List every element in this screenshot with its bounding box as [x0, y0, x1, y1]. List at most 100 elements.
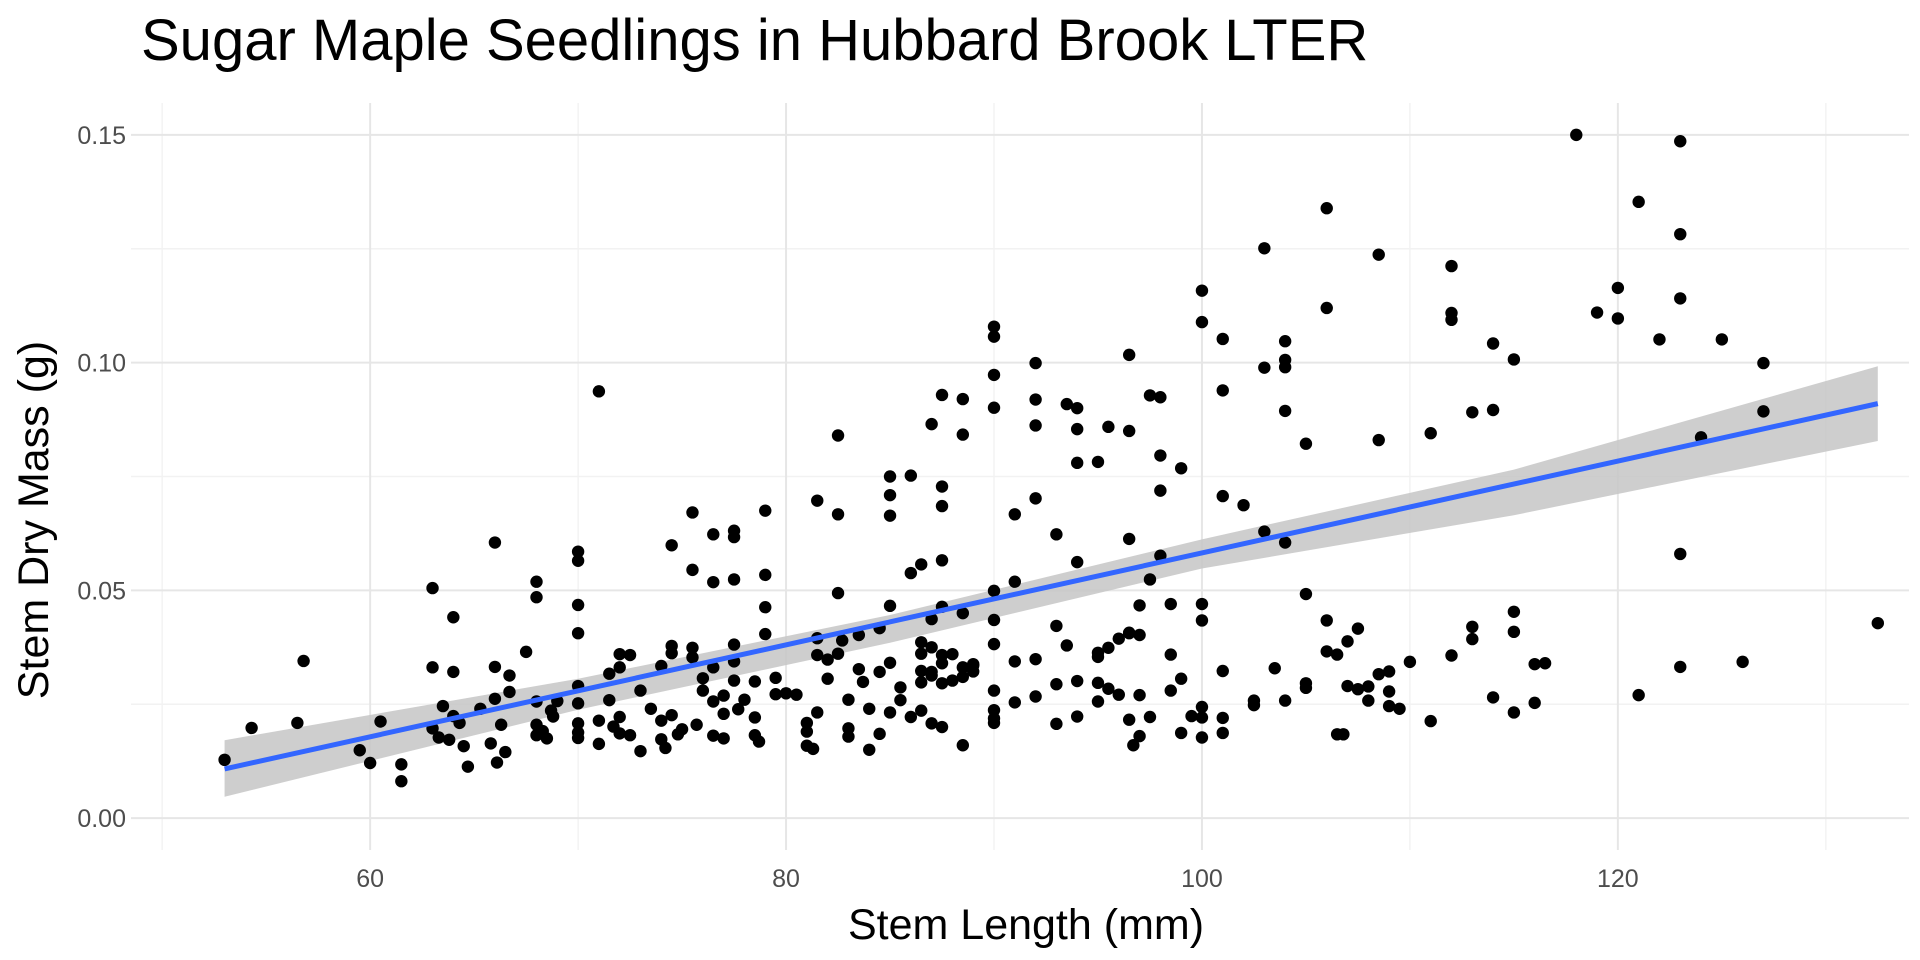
data-point — [946, 647, 959, 661]
data-point — [1611, 281, 1625, 295]
data-point — [1590, 306, 1604, 319]
data-point — [436, 699, 450, 713]
data-point — [613, 710, 626, 724]
data-point — [842, 693, 855, 706]
data-point — [707, 528, 720, 541]
data-point — [904, 710, 918, 724]
data-point — [732, 703, 745, 716]
data-point — [1091, 650, 1105, 664]
data-point — [1216, 489, 1229, 503]
data-point — [1091, 455, 1105, 469]
data-point — [748, 675, 762, 688]
data-point — [1154, 484, 1167, 497]
data-point — [811, 648, 824, 662]
data-point — [935, 554, 949, 567]
data-point — [935, 499, 949, 513]
data-point — [1320, 301, 1333, 315]
data-point — [447, 611, 460, 624]
data-point — [1538, 657, 1552, 670]
data-point — [1127, 739, 1140, 752]
data-point — [831, 508, 845, 521]
data-point — [1029, 356, 1042, 370]
data-point — [675, 723, 689, 736]
data-point — [1216, 384, 1229, 397]
x-tick-label: 120 — [1597, 865, 1639, 893]
data-point — [1029, 393, 1042, 406]
data-point — [1133, 688, 1146, 702]
data-point — [499, 745, 512, 759]
data-point — [634, 684, 647, 697]
y-axis-tick-labels: 0.00 0.05 0.10 0.15 — [77, 122, 126, 833]
data-point — [915, 676, 928, 689]
data-point — [831, 429, 845, 442]
y-axis-title: Stem Dry Mass (g) — [10, 341, 58, 699]
data-point — [1143, 389, 1157, 402]
data-point — [395, 758, 408, 771]
data-point — [1393, 702, 1406, 715]
data-point — [297, 654, 310, 668]
data-point — [987, 613, 1001, 627]
data-point — [457, 739, 470, 753]
data-point — [1154, 549, 1167, 562]
data-point — [1216, 332, 1229, 346]
data-point — [1195, 315, 1209, 329]
data-point — [490, 756, 504, 769]
data-point — [1122, 348, 1136, 362]
data-point — [759, 627, 772, 641]
data-point — [592, 737, 606, 751]
data-point — [1507, 353, 1521, 366]
data-point — [863, 702, 876, 715]
data-point — [935, 388, 949, 402]
data-point — [956, 606, 970, 620]
data-point — [1102, 420, 1115, 434]
data-point — [727, 674, 741, 687]
data-point — [738, 693, 751, 706]
data-point — [1278, 353, 1292, 367]
data-point — [1008, 508, 1022, 521]
data-point — [769, 671, 782, 685]
data-point — [856, 675, 870, 689]
data-point — [1382, 665, 1396, 678]
data-point — [686, 506, 699, 519]
data-point — [447, 665, 460, 679]
data-point — [935, 657, 949, 670]
data-point — [915, 636, 928, 649]
data-point — [1341, 635, 1354, 648]
data-point — [1715, 333, 1729, 346]
data-point — [655, 714, 668, 727]
data-point — [1029, 652, 1042, 666]
data-point — [623, 729, 637, 742]
data-point — [1133, 599, 1146, 612]
data-point — [987, 330, 1001, 343]
data-point — [363, 756, 377, 770]
data-point — [1195, 284, 1209, 297]
data-point — [1122, 626, 1136, 640]
data-point — [1154, 391, 1167, 404]
data-point — [1320, 614, 1333, 627]
data-point — [571, 697, 585, 710]
confidence-band — [224, 366, 1878, 797]
data-point — [883, 488, 897, 502]
data-point — [1174, 462, 1188, 475]
data-point — [488, 692, 502, 705]
data-point — [752, 735, 766, 748]
data-point — [1528, 657, 1541, 671]
data-point — [488, 536, 502, 549]
data-point — [1070, 710, 1084, 723]
data-point — [1424, 714, 1437, 728]
data-point — [873, 727, 886, 741]
data-point — [935, 677, 949, 690]
data-point — [1070, 456, 1084, 470]
data-point — [1133, 729, 1146, 743]
data-point — [1112, 688, 1125, 701]
data-point — [1008, 655, 1022, 668]
trend-line-layer — [224, 401, 1879, 772]
data-point — [1060, 397, 1073, 411]
data-point — [353, 744, 366, 757]
data-point — [1341, 679, 1354, 693]
data-point — [530, 591, 543, 604]
data-point — [717, 732, 730, 745]
data-point — [1050, 678, 1063, 691]
data-point — [707, 575, 720, 589]
